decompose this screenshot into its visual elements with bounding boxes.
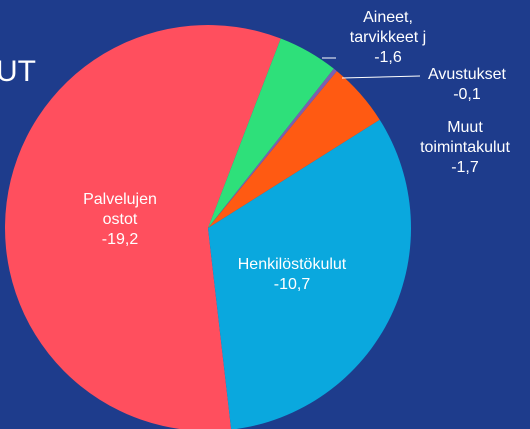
slice-label: Muut toimintakulut -1,7: [405, 118, 525, 178]
pie-slice: [208, 38, 334, 229]
leader-line: [341, 75, 421, 79]
slice-label: Palvelujen ostot -19,2: [70, 190, 170, 250]
chart-title: UT: [0, 55, 36, 88]
slice-value: -19,2: [101, 231, 139, 248]
slice-name: Aineet, tarvikkeet j: [349, 9, 427, 46]
slice-value: -1,6: [374, 49, 402, 66]
pie-slice: [208, 68, 337, 228]
pie-slice: [208, 119, 411, 429]
slice-name: Palvelujen ostot: [83, 191, 157, 228]
slice-label: Aineet, tarvikkeet j -1,6: [333, 8, 443, 68]
slice-value: -10,7: [273, 276, 311, 293]
slice-name: Avustukset: [428, 66, 506, 83]
slice-label: Avustukset -0,1: [422, 65, 512, 105]
slice-label: Henkilöstökulut -10,7: [217, 255, 367, 295]
pie-slice: [5, 25, 281, 429]
slice-name: Muut toimintakulut: [420, 119, 510, 156]
slice-value: -1,7: [451, 159, 479, 176]
slice-name: Henkilöstökulut: [237, 256, 347, 273]
pie-slice: [208, 71, 380, 228]
slice-value: -0,1: [453, 86, 481, 103]
